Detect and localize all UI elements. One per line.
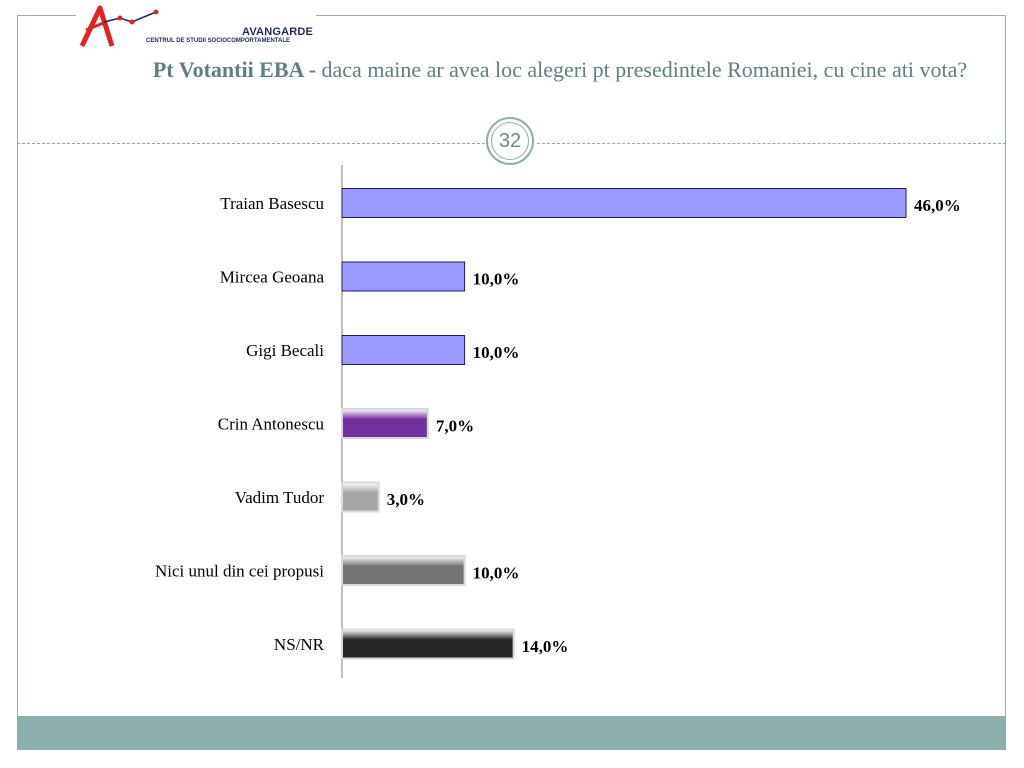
slide-title-bold: Pt Votantii EBA - bbox=[152, 57, 317, 82]
category-label-5: Nici unul din cei propusi bbox=[155, 562, 324, 581]
avangarde-logo: AVANGARDE CENTRUL DE STUDII SOCIOCOMPORT… bbox=[76, 0, 316, 52]
footer-band bbox=[17, 716, 1006, 750]
category-label-4: Vadim Tudor bbox=[235, 488, 325, 507]
value-label-5: 10,0% bbox=[473, 564, 520, 583]
value-label-3: 7,0% bbox=[436, 417, 474, 436]
value-label-2: 10,0% bbox=[473, 343, 520, 362]
bar-2 bbox=[341, 335, 466, 365]
logo-mark-icon bbox=[79, 5, 159, 48]
title-divider-left bbox=[17, 143, 485, 144]
page-number: 32 bbox=[491, 122, 529, 160]
bar-0 bbox=[341, 188, 907, 218]
logo-subtitle: CENTRUL DE STUDII SOCIOCOMPORTAMENTALE bbox=[146, 38, 290, 44]
category-label-2: Gigi Becali bbox=[246, 341, 324, 360]
bar-1 bbox=[341, 261, 466, 292]
value-label-0: 46,0% bbox=[914, 196, 961, 215]
value-label-4: 3,0% bbox=[387, 490, 425, 509]
category-label-3: Crin Antonescu bbox=[218, 415, 325, 434]
bar-3 bbox=[341, 408, 429, 439]
slide-title-rest: daca maine ar avea loc alegeri pt presed… bbox=[316, 57, 968, 82]
title-divider-right bbox=[537, 143, 1006, 144]
value-label-1: 10,0% bbox=[473, 270, 520, 289]
value-label-6: 14,0% bbox=[522, 637, 569, 656]
bar-4 bbox=[341, 481, 380, 513]
page-number-badge: 32 bbox=[486, 117, 534, 165]
category-label-0: Traian Basescu bbox=[220, 194, 324, 213]
logo-name: AVANGARDE bbox=[242, 26, 314, 38]
slide-title: Pt Votantii EBA - daca maine ar avea loc… bbox=[120, 56, 1000, 84]
category-label-1: Mircea Geoana bbox=[220, 268, 325, 287]
bar-6 bbox=[341, 628, 515, 660]
category-label-6: NS/NR bbox=[274, 635, 325, 654]
bar-5 bbox=[341, 555, 466, 586]
